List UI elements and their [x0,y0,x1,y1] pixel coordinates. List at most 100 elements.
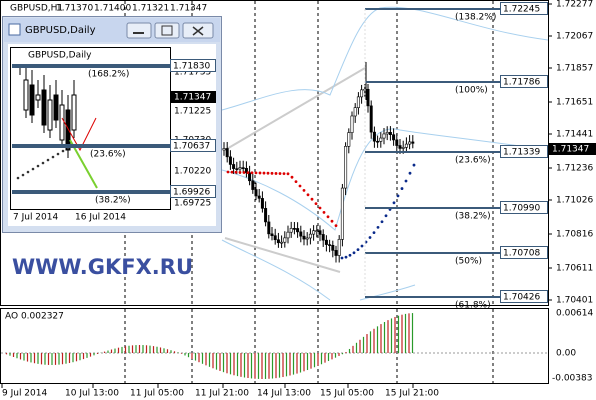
sar-dot [290,175,294,179]
sar-dot [238,170,242,174]
price-tick: 1.72067 [556,32,593,42]
sar-dot [352,251,356,255]
sar-dot [330,219,334,223]
inset-sar [46,158,50,162]
sar-dot [274,172,278,175]
inset-current-box [171,91,216,103]
inset-candle [59,104,65,141]
ao-frame [0,308,549,384]
inset-candle [35,94,41,101]
sar-dot [348,253,352,257]
trend-line [224,67,366,151]
inset-sar [16,176,20,180]
sar-dot [412,163,416,167]
candle [369,105,373,133]
inset-sar [21,173,25,177]
candle [318,230,322,235]
sar-dot [400,187,404,190]
sar-dot [306,193,310,197]
symbol: GBPUSD,H1 [10,4,63,14]
fibonacci: 1.72245 (138.2%) 1.71786 (100%) 1.71339 (23.6… [364,2,548,311]
maximize-button[interactable] [154,22,180,39]
sar-dot [404,179,408,183]
sar-dot [250,171,254,175]
inset-fib-box [170,59,216,72]
fib-percent: (61.8%) [455,301,491,311]
candle [244,168,248,174]
sar-dot [368,236,372,239]
candle [286,231,290,239]
watermark: WWW.GKFX.RU [12,255,193,279]
time-tick: 11 Jul 05:00 [130,389,184,399]
fib-price: 1.70426 [503,293,540,303]
candle [312,230,316,235]
sar-dot [344,255,348,259]
candle [411,141,415,144]
candle [267,221,271,235]
candle [408,141,412,145]
candle [222,148,226,151]
sar-dot [262,171,266,175]
open: 1.71370 [56,4,93,14]
candle [292,228,296,230]
sar-dot [234,170,238,174]
candle [347,132,351,147]
candle [353,107,357,117]
fib-price-box [500,2,548,15]
candle [289,228,293,233]
inset-fib-price: 1.71830 [173,62,210,72]
sar-dot [380,220,384,224]
sar-dot [302,189,306,192]
fib-percent: (50%) [455,257,482,267]
candle [232,164,236,169]
minimize-button[interactable] [126,22,152,39]
candle [366,88,370,107]
sar-dot [372,231,376,235]
sar-dot [226,170,230,174]
candle [273,235,277,241]
candle [331,244,335,251]
candle [225,148,229,158]
inset-sar [31,167,35,171]
sar-dot [294,180,298,184]
candle [305,237,309,240]
inset-sar [41,161,45,165]
price-tick: 1.71651 [556,98,593,108]
sar-dot [266,171,270,175]
inset-fib-percent: (23.6%) [90,150,126,160]
candle [388,132,392,135]
candle [280,241,284,244]
sar-dot [278,172,282,175]
inset-candle [23,79,29,111]
candle [248,172,252,182]
sar-dot [310,197,314,201]
candle [385,132,389,135]
candle [382,133,386,139]
band [221,239,416,301]
price-tick: 1.70816 [556,230,593,240]
candle [356,96,360,108]
time-tick: 14 Jul 13:00 [257,389,311,399]
main-frame [0,0,549,306]
ao-tick: 0.00 [556,349,576,359]
sar-dot [298,184,302,188]
candle [395,139,399,146]
sar-dot [334,224,338,228]
fib-price: 1.70708 [503,249,540,259]
band [221,128,549,231]
inset-sar [36,164,40,168]
chart-drawing [1,1,549,383]
sar-dot [322,211,326,214]
candle [324,239,328,245]
candle [241,167,245,169]
sar-dot [396,194,400,198]
candle [344,146,348,189]
price-tick: 1.71026 [556,196,593,206]
candle [334,250,338,256]
fib-price-box [500,246,548,259]
inset-candle [65,109,71,151]
candle [276,239,280,244]
inset-fibonacci: 1.71830 (168.2%) 1.70637 (23.6%) 1.69926 (38.… [12,59,216,206]
inset-candle [41,89,47,126]
sar-dot [242,171,246,174]
